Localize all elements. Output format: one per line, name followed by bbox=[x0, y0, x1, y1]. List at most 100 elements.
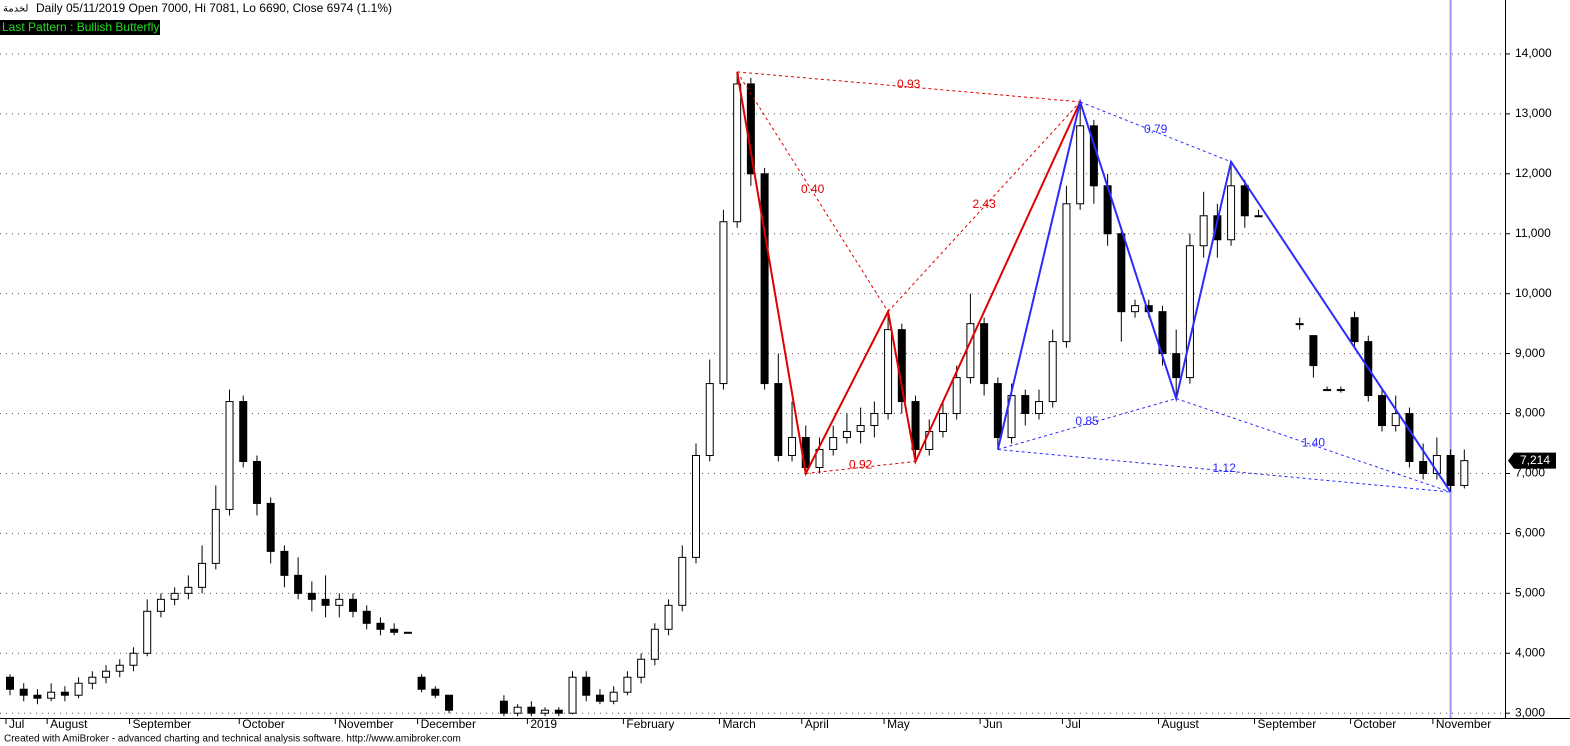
y-tick-label: 8,000 bbox=[1515, 406, 1545, 420]
x-tick-label: September bbox=[1258, 717, 1317, 731]
candle-body bbox=[925, 431, 934, 450]
candle-body bbox=[1172, 353, 1181, 379]
candle-body bbox=[760, 173, 769, 385]
candle-body bbox=[1035, 401, 1043, 415]
symbol: لخدمة bbox=[3, 4, 28, 15]
header: Daily 05/11/2019 Open 7000, Hi 7081, Lo … bbox=[36, 1, 392, 15]
x-tick-label: August bbox=[1161, 717, 1199, 731]
candle-body bbox=[156, 598, 165, 612]
x-tick-label: November bbox=[1436, 717, 1491, 731]
y-tick-label: 11,000 bbox=[1515, 226, 1551, 240]
candle-body bbox=[595, 694, 604, 702]
candle-body bbox=[335, 598, 344, 606]
x-tick-label: October bbox=[242, 717, 285, 731]
last-value-box bbox=[1508, 452, 1556, 469]
x-tick-label: September bbox=[132, 717, 191, 731]
x-tick-label: August bbox=[50, 717, 88, 731]
x-tick-label: May bbox=[887, 717, 910, 731]
candle-body bbox=[280, 550, 289, 576]
candle-body bbox=[47, 691, 56, 699]
candle-body bbox=[6, 676, 14, 690]
candle-body bbox=[1048, 341, 1057, 403]
candle-body bbox=[115, 664, 124, 672]
ratio-label: 0.93 bbox=[897, 77, 921, 91]
candle-body bbox=[952, 377, 961, 415]
x-tick-label: February bbox=[626, 717, 674, 731]
candle-body bbox=[74, 682, 83, 696]
candle-body bbox=[431, 688, 440, 696]
y-tick-label: 3,000 bbox=[1515, 705, 1545, 719]
candle-body bbox=[541, 709, 550, 714]
candle-body bbox=[198, 562, 207, 588]
y-tick-label: 10,000 bbox=[1515, 286, 1552, 300]
candle-body bbox=[1350, 317, 1359, 343]
candle-body bbox=[582, 676, 591, 696]
candle-body bbox=[102, 670, 111, 678]
candle-body bbox=[1199, 215, 1208, 247]
ratio-line bbox=[997, 398, 1177, 450]
candle-body bbox=[1254, 215, 1263, 218]
candle-body bbox=[966, 323, 975, 379]
candle-body bbox=[829, 437, 838, 450]
candle-body bbox=[1131, 305, 1140, 313]
candle-body bbox=[554, 709, 563, 714]
x-tick-label: December bbox=[421, 717, 476, 731]
y-tick-label: 4,000 bbox=[1515, 645, 1545, 659]
candle-body bbox=[911, 401, 920, 450]
y-tick-label: 12,000 bbox=[1515, 166, 1552, 180]
x-tick-label: November bbox=[338, 717, 393, 731]
x-tick-label: Jul bbox=[9, 717, 24, 731]
y-tick-label: 14,000 bbox=[1515, 46, 1552, 60]
candle-body bbox=[170, 592, 179, 600]
candle-body bbox=[1378, 395, 1386, 427]
footer: Created with AmiBroker - advanced charti… bbox=[4, 734, 461, 745]
plot bbox=[0, 0, 1505, 718]
candle-body bbox=[1336, 389, 1345, 392]
ratio-line bbox=[736, 71, 889, 312]
candle-body bbox=[692, 454, 700, 558]
y-tick-label: 13,000 bbox=[1515, 106, 1552, 120]
candle-body bbox=[1062, 203, 1071, 343]
candle-body bbox=[445, 694, 454, 711]
candle-body bbox=[870, 413, 879, 427]
candle-body bbox=[266, 502, 275, 552]
candle-body bbox=[884, 329, 893, 415]
pattern-label-box bbox=[0, 20, 160, 35]
pattern-label: Last Pattern : Bullish Butterfly bbox=[2, 20, 159, 34]
candle-body bbox=[664, 604, 673, 630]
candle-body bbox=[623, 676, 632, 693]
candle-body bbox=[19, 688, 28, 696]
x-tick-label: 2019 bbox=[530, 717, 557, 731]
ratio-label: 2.43 bbox=[972, 197, 996, 211]
x-tick-label: October bbox=[1354, 717, 1397, 731]
candle-body bbox=[349, 598, 357, 612]
candle-body bbox=[609, 691, 618, 702]
candle-body bbox=[856, 425, 865, 433]
candle-body bbox=[88, 676, 97, 684]
ratio-label: 0.85 bbox=[1075, 414, 1099, 428]
candle-body bbox=[1240, 185, 1249, 217]
candle-body bbox=[1405, 413, 1414, 462]
ratio-label: 0.79 bbox=[1144, 122, 1168, 136]
candle-body bbox=[637, 658, 646, 678]
candle-body bbox=[513, 706, 522, 714]
y-tick-label: 9,000 bbox=[1515, 346, 1545, 360]
candle-body bbox=[815, 448, 824, 468]
candle-body bbox=[184, 586, 193, 594]
candle-body bbox=[1076, 125, 1085, 205]
candle-body bbox=[1460, 460, 1469, 486]
x-tick-label: Jun bbox=[983, 717, 1002, 731]
candle-body bbox=[733, 83, 742, 223]
candle-body bbox=[307, 592, 316, 600]
x-tick-label: Jul bbox=[1065, 717, 1080, 731]
ratio-line bbox=[1176, 398, 1451, 493]
candle-body bbox=[294, 574, 303, 594]
candle-body bbox=[788, 437, 797, 456]
candle-body bbox=[719, 221, 728, 385]
x-tick-label: March bbox=[722, 717, 755, 731]
candle-body bbox=[1227, 185, 1236, 241]
candle-body bbox=[938, 413, 947, 433]
